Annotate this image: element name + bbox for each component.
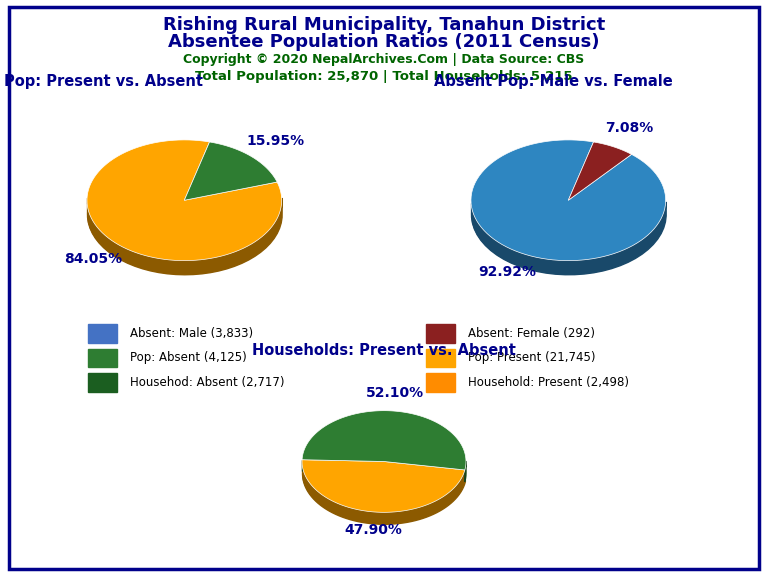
Text: 84.05%: 84.05% (65, 252, 123, 266)
Bar (88, 348, 117, 367)
Text: Pop: Present vs. Absent: Pop: Present vs. Absent (4, 74, 204, 89)
Text: Absent: Female (292): Absent: Female (292) (468, 327, 595, 340)
Polygon shape (568, 142, 631, 200)
Bar (426, 373, 455, 392)
Text: 15.95%: 15.95% (246, 134, 304, 149)
Bar (88, 373, 117, 392)
Text: Household: Present (2,498): Household: Present (2,498) (468, 376, 629, 389)
Polygon shape (87, 140, 282, 260)
Ellipse shape (471, 154, 666, 274)
Ellipse shape (87, 154, 282, 274)
Text: Absentee Population Ratios (2011 Census): Absentee Population Ratios (2011 Census) (168, 33, 600, 51)
Text: Copyright © 2020 NepalArchives.Com | Data Source: CBS: Copyright © 2020 NepalArchives.Com | Dat… (184, 53, 584, 66)
Bar (88, 324, 117, 343)
Text: Pop: Present (21,745): Pop: Present (21,745) (468, 351, 596, 365)
Text: 52.10%: 52.10% (366, 386, 424, 400)
Text: Househod: Absent (2,717): Househod: Absent (2,717) (131, 376, 285, 389)
Text: Rishing Rural Municipality, Tanahun District: Rishing Rural Municipality, Tanahun Dist… (163, 16, 605, 34)
Text: Households: Present vs. Absent: Households: Present vs. Absent (252, 343, 516, 358)
Text: 7.08%: 7.08% (605, 121, 654, 135)
Polygon shape (302, 411, 466, 470)
Text: Total Population: 25,870 | Total Households: 5,215: Total Population: 25,870 | Total Househo… (195, 70, 573, 84)
Polygon shape (302, 460, 465, 512)
Polygon shape (471, 140, 666, 260)
Ellipse shape (302, 422, 466, 524)
Text: Absent Pop: Male vs. Female: Absent Pop: Male vs. Female (434, 74, 672, 89)
Bar (426, 348, 455, 367)
Text: 47.90%: 47.90% (344, 523, 402, 537)
Text: Pop: Absent (4,125): Pop: Absent (4,125) (131, 351, 247, 365)
Text: Absent: Male (3,833): Absent: Male (3,833) (131, 327, 253, 340)
Bar (426, 324, 455, 343)
Polygon shape (184, 142, 277, 200)
Text: 92.92%: 92.92% (478, 266, 536, 279)
